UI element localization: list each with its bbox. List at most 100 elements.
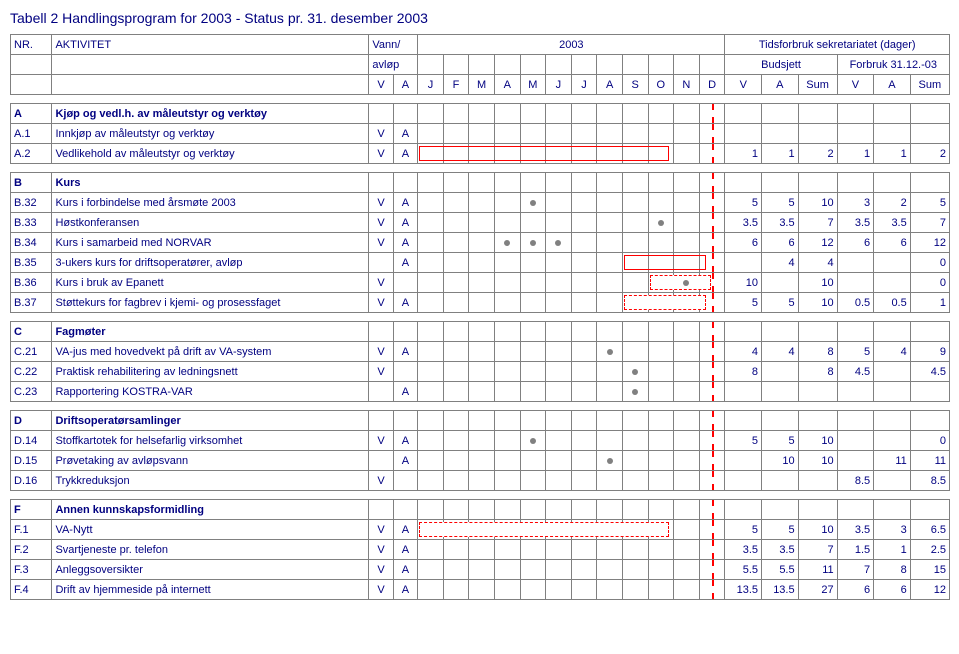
row-nr: A.1 [11,124,52,144]
month-cell [520,431,546,451]
gantt-dot [555,240,561,246]
section-blank [520,322,546,342]
month-cell [418,520,444,540]
month-cell [443,431,469,451]
hdr-blank [546,55,572,75]
row-a: A [393,253,417,273]
row-nr: F.1 [11,520,52,540]
row-v: V [369,193,393,213]
section-blank [725,104,762,124]
fb-cell: 7 [837,560,874,580]
month-cell [418,560,444,580]
section-blank [393,500,417,520]
month-cell [494,253,520,273]
month-cell [571,273,597,293]
month-cell [648,382,674,402]
section-blank [469,322,495,342]
month-cell [418,431,444,451]
fb-cell: 0.5 [874,293,911,313]
section-blank [494,173,520,193]
bud-cell [725,451,762,471]
month-col: J [571,75,597,95]
month-cell [546,431,572,451]
hdr-blank [418,55,444,75]
fb-cell [837,253,874,273]
section-blank [910,104,949,124]
month-cell [648,451,674,471]
month-cell [699,431,725,451]
month-cell [443,520,469,540]
bud-col: V [725,75,762,95]
month-cell [674,273,700,293]
col-year: 2003 [418,35,725,55]
month-cell [520,382,546,402]
month-cell [622,273,648,293]
month-cell [546,362,572,382]
row-v: V [369,273,393,293]
month-cell [443,580,469,600]
bud-cell: 3.5 [725,540,762,560]
row-nr: B.32 [11,193,52,213]
fb-cell: 3 [837,193,874,213]
row-activity: Høstkonferansen [52,213,369,233]
table-row: A.2Vedlikehold av måleutstyr og verktøyV… [11,144,950,164]
bud-cell: 11 [798,560,837,580]
month-cell [597,213,623,233]
bud-cell: 4 [762,253,799,273]
section-blank [837,173,874,193]
row-nr: C.21 [11,342,52,362]
section-blank [494,104,520,124]
section-blank [725,173,762,193]
row-a: A [393,144,417,164]
row-activity: Kurs i samarbeid med NORVAR [52,233,369,253]
fb-cell [910,382,949,402]
row-nr: A.2 [11,144,52,164]
month-cell [648,293,674,313]
month-cell [622,213,648,233]
month-cell [648,471,674,491]
month-cell [443,471,469,491]
fb-cell: 15 [910,560,949,580]
hdr-blank [622,55,648,75]
section-blank [674,322,700,342]
section-blank [874,322,911,342]
month-cell [699,471,725,491]
section-title: Kurs [52,173,369,193]
month-cell [494,471,520,491]
section-title: Driftsoperatørsamlinger [52,411,369,431]
section-blank [546,173,572,193]
section-blank [369,104,393,124]
month-cell [494,540,520,560]
month-cell [546,144,572,164]
section-blank [837,322,874,342]
table-row: C.23Rapportering KOSTRA-VARA [11,382,950,402]
section-blank [648,104,674,124]
section-blank [910,173,949,193]
section-title: Kjøp og vedl.h. av måleutstyr og verktøy [52,104,369,124]
month-cell [546,253,572,273]
month-cell [443,233,469,253]
month-cell [443,540,469,560]
section-header: CFagmøter [11,322,950,342]
month-cell [571,580,597,600]
section-key: C [11,322,52,342]
row-a: A [393,451,417,471]
fb-cell [874,124,911,144]
row-activity: Støttekurs for fagbrev i kjemi- og prose… [52,293,369,313]
col-avlop: avløp [369,55,418,75]
row-nr: B.36 [11,273,52,293]
month-cell [520,213,546,233]
page-title: Tabell 2 Handlingsprogram for 2003 - Sta… [10,10,949,26]
month-cell [443,193,469,213]
month-cell [648,580,674,600]
month-cell [622,124,648,144]
month-cell [622,342,648,362]
month-cell [648,362,674,382]
section-key: D [11,411,52,431]
row-v: V [369,540,393,560]
month-cell [469,451,495,471]
section-blank [418,411,444,431]
header-row-2: avløp Budsjett Forbruk 31.12.-03 [11,55,950,75]
section-blank [469,411,495,431]
month-cell [597,193,623,213]
